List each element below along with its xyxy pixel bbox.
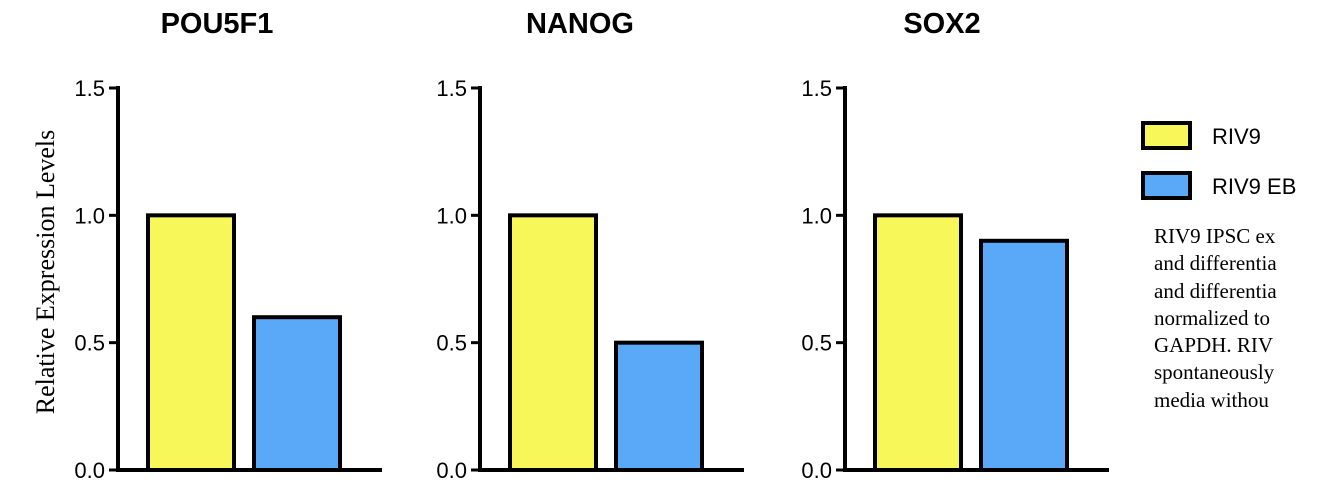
y-tick-label: 1.5 (801, 76, 832, 101)
y-tick-label: 0.5 (436, 331, 467, 356)
y-tick-label: 1.5 (436, 76, 467, 101)
y-tick-label: 0.0 (74, 458, 105, 483)
bar-riv9 (508, 213, 598, 472)
caption: RIV9 IPSC ex and differentia and differe… (1154, 223, 1332, 414)
y-tick-label: 1.0 (74, 203, 105, 228)
y-tick-label: 0.5 (801, 331, 832, 356)
panel-title: NANOG (526, 8, 634, 40)
y-tick-label: 1.0 (801, 203, 832, 228)
bar-riv9-eb (252, 315, 342, 473)
caption-line: spontaneously (1154, 360, 1275, 385)
caption-line: and differentia (1154, 251, 1277, 276)
caption-line: RIV9 IPSC ex (1154, 224, 1276, 248)
y-tick-label: 0.5 (74, 331, 105, 356)
legend-swatch-riv9 (1141, 121, 1192, 150)
panel-nanog: NANOG 0.0 0.5 1.0 1.5 (436, 8, 744, 483)
y-tick-label: 1.0 (436, 203, 467, 228)
panel-pou5f1: POU5F1 0.0 0.5 1.0 1.5 (74, 8, 382, 483)
bar-riv9-eb (979, 238, 1069, 472)
caption-line: media withou (1154, 387, 1269, 412)
legend-label-riv9-eb: RIV9 EB (1212, 174, 1296, 199)
bar-riv9 (873, 213, 963, 472)
panel-title: POU5F1 (161, 8, 274, 40)
panel-title: SOX2 (903, 8, 980, 40)
legend-label-riv9: RIV9 (1212, 124, 1261, 149)
panel-sox2: SOX2 0.0 0.5 1.0 1.5 (801, 8, 1109, 483)
y-axis-label: Relative Expression Levels (31, 130, 60, 414)
legend: RIV9 RIV9 EB (1141, 121, 1296, 200)
y-tick-label: 1.5 (74, 76, 105, 101)
y-tick-label: 0.0 (436, 458, 467, 483)
caption-line: normalized to (1154, 305, 1271, 330)
caption-line: GAPDH. RIV (1154, 333, 1274, 358)
bar-riv9 (146, 213, 236, 472)
legend-swatch-riv9-eb (1141, 171, 1192, 200)
y-tick-label: 0.0 (801, 458, 832, 483)
bar-riv9-eb (614, 340, 704, 472)
caption-line: and differentia (1154, 278, 1277, 303)
